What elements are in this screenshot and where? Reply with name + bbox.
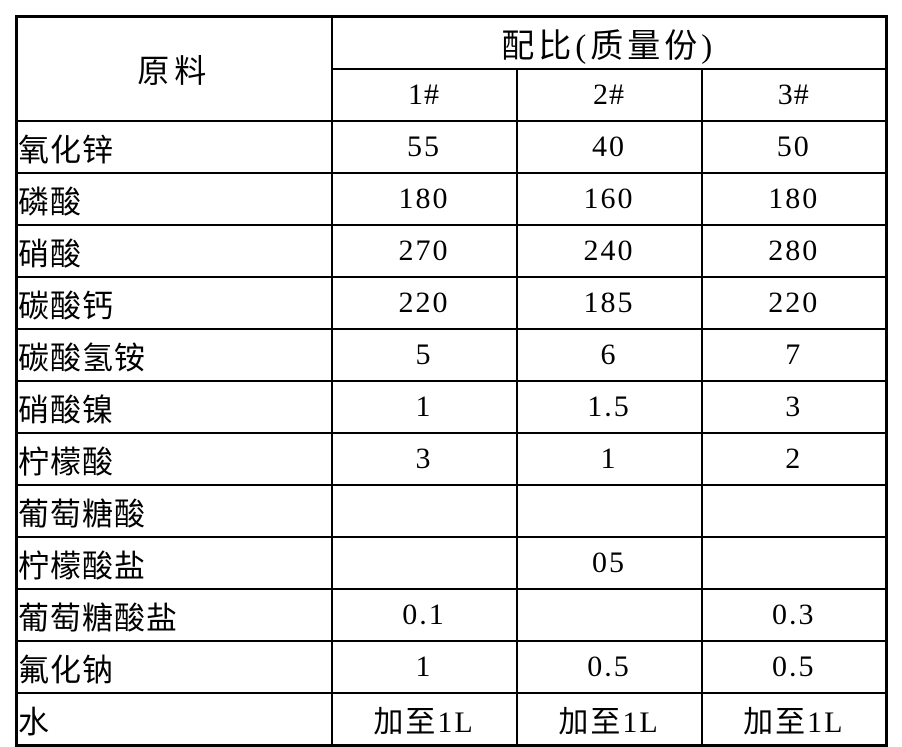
value-cell: 0.1: [330, 588, 518, 642]
value-cell: 0.3: [700, 588, 888, 642]
value-cell: 185: [515, 276, 703, 330]
value-cell: 240: [515, 224, 703, 278]
value-cell: [330, 484, 518, 538]
table-row: 葡萄糖酸盐 0.1 0.3: [15, 588, 888, 642]
value-cell: 280: [700, 224, 888, 278]
table-row: 柠檬酸 3 1 2: [15, 432, 888, 486]
value-cell: 180: [700, 172, 888, 226]
value-cell: [515, 484, 703, 538]
value-cell: 6: [515, 328, 703, 382]
value-cell: 40: [515, 120, 703, 174]
table-row: 水 加至1L 加至1L 加至1L: [15, 692, 888, 747]
value-cell: 180: [330, 172, 518, 226]
value-cell: 加至1L: [515, 692, 703, 747]
material-cell: 氧化锌: [15, 120, 333, 174]
ratio-column-header: 配比(质量份): [330, 15, 888, 70]
value-cell: 160: [515, 172, 703, 226]
material-cell: 柠檬酸盐: [15, 536, 333, 590]
value-cell: 1: [515, 432, 703, 486]
material-cell: 磷酸: [15, 172, 333, 226]
value-cell: 220: [700, 276, 888, 330]
value-cell: 0.5: [515, 640, 703, 694]
material-cell: 碳酸钙: [15, 276, 333, 330]
value-cell: 55: [330, 120, 518, 174]
material-cell: 水: [15, 692, 333, 747]
material-cell: 葡萄糖酸盐: [15, 588, 333, 642]
table-row: 葡萄糖酸: [15, 484, 888, 538]
value-cell: 05: [515, 536, 703, 590]
sample-header-1: 1#: [330, 68, 518, 122]
value-cell: 5: [330, 328, 518, 382]
value-cell: 50: [700, 120, 888, 174]
value-cell: 1: [330, 380, 518, 434]
value-cell: 220: [330, 276, 518, 330]
value-cell: 1.5: [515, 380, 703, 434]
value-cell: 0.5: [700, 640, 888, 694]
value-cell: 3: [330, 432, 518, 486]
value-cell: 3: [700, 380, 888, 434]
material-cell: 葡萄糖酸: [15, 484, 333, 538]
formulation-table: 原料 配比(质量份) 1# 2# 3# 氧化锌 55 40 50 磷酸 180 …: [15, 15, 889, 747]
table-row: 碳酸氢铵 5 6 7: [15, 328, 888, 382]
header-row-samples: 1# 2# 3#: [17, 68, 888, 122]
table-row: 碳酸钙 220 185 220: [15, 276, 888, 330]
value-cell: 270: [330, 224, 518, 278]
value-cell: 7: [700, 328, 888, 382]
sample-header-2: 2#: [515, 68, 703, 122]
value-cell: 1: [330, 640, 518, 694]
table-row: 硝酸镍 1 1.5 3: [15, 380, 888, 434]
value-cell: 加至1L: [700, 692, 888, 747]
table-row: 柠檬酸盐 05: [15, 536, 888, 590]
table-row: 硝酸 270 240 280: [15, 224, 888, 278]
value-cell: [515, 588, 703, 642]
table-row: 氧化锌 55 40 50: [15, 120, 888, 174]
value-cell: 2: [700, 432, 888, 486]
material-cell: 柠檬酸: [15, 432, 333, 486]
table-row: 氟化钠 1 0.5 0.5: [15, 640, 888, 694]
material-cell: 碳酸氢铵: [15, 328, 333, 382]
header-row-top: 原料 配比(质量份): [15, 15, 888, 122]
material-cell: 硝酸镍: [15, 380, 333, 434]
value-cell: [700, 536, 888, 590]
material-column-header: 原料: [15, 15, 333, 122]
material-cell: 硝酸: [15, 224, 333, 278]
value-cell: 加至1L: [330, 692, 518, 747]
value-cell: [330, 536, 518, 590]
table-row: 磷酸 180 160 180: [15, 172, 888, 226]
material-cell: 氟化钠: [15, 640, 333, 694]
sample-header-3: 3#: [700, 68, 888, 122]
value-cell: [700, 484, 888, 538]
